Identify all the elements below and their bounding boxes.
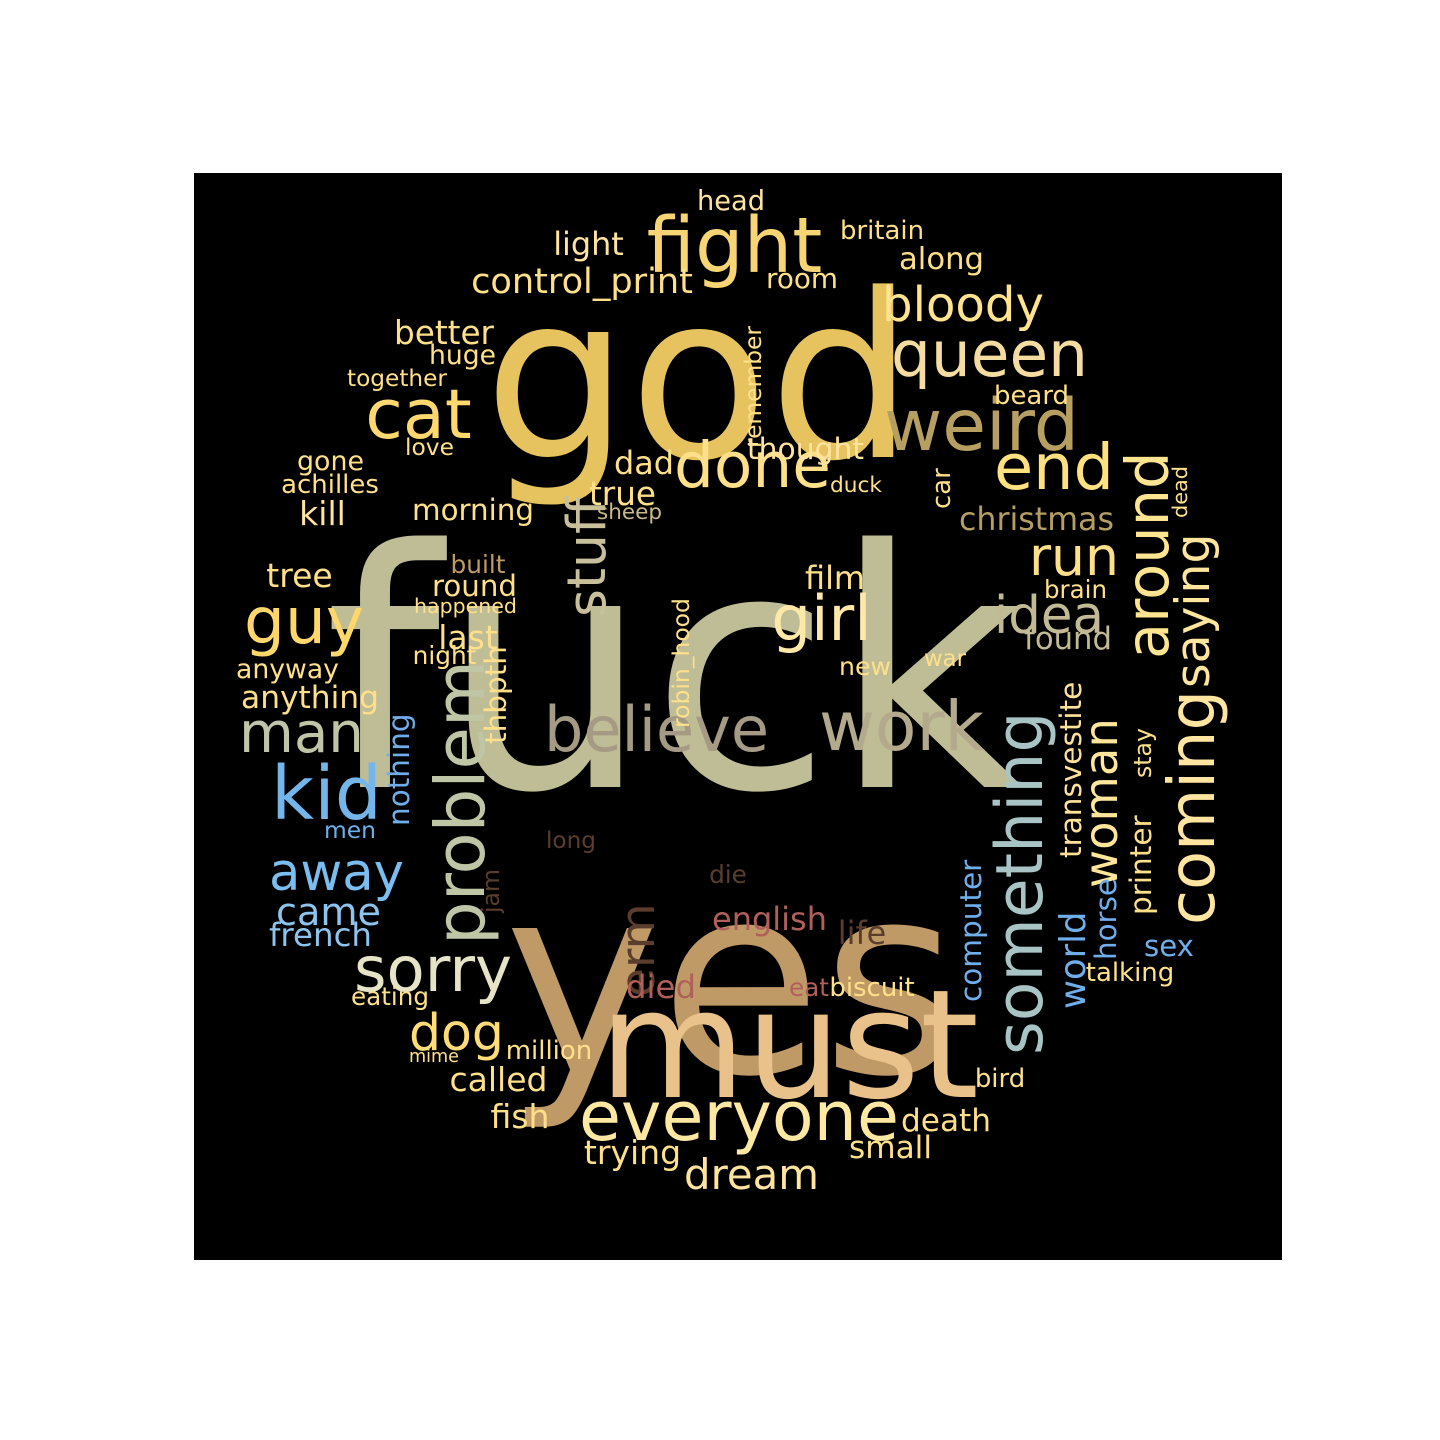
- word-brain: brain: [1044, 575, 1107, 605]
- word-printer: printer: [1123, 815, 1158, 916]
- word-found: found: [1024, 622, 1112, 658]
- word-small: small: [849, 1130, 932, 1167]
- word-built: built: [450, 550, 506, 580]
- word-christmas: christmas: [959, 501, 1114, 538]
- word-weird: weird: [884, 383, 1079, 467]
- word-tree: tree: [266, 556, 333, 596]
- word-fish: fish: [490, 1097, 550, 1137]
- word-english: english: [712, 900, 827, 938]
- word-biscuit: biscuit: [829, 973, 915, 1004]
- word-mime: mime: [409, 1047, 459, 1068]
- word-control-print: control_print: [471, 261, 693, 303]
- word-came: came: [276, 890, 381, 935]
- word-huge: huge: [429, 340, 496, 372]
- word-cat: cat: [365, 374, 472, 455]
- word-anyway: anyway: [236, 653, 339, 685]
- word-true: true: [589, 474, 656, 513]
- word-night: night: [412, 641, 477, 671]
- word-girl: girl: [771, 582, 872, 656]
- word-guy: guy: [244, 584, 364, 660]
- word-round: round: [432, 569, 517, 604]
- word-everyone: everyone: [579, 1077, 899, 1157]
- word-love: love: [405, 432, 454, 461]
- word-bloody: bloody: [882, 277, 1044, 334]
- word-gone: gone: [297, 445, 364, 477]
- word-idea: idea: [994, 586, 1104, 647]
- word-achilles: achilles: [281, 470, 379, 501]
- word-dead: dead: [1167, 466, 1192, 518]
- word-anything: anything: [241, 680, 379, 717]
- word-war: war: [924, 645, 966, 672]
- word-nothing: nothing: [381, 713, 416, 826]
- word-sheep: sheep: [597, 500, 662, 526]
- word-morning: morning: [412, 492, 534, 527]
- word-head: head: [697, 186, 765, 218]
- word-died: died: [626, 967, 696, 1006]
- word-talking: talking: [1085, 958, 1175, 989]
- word-life: life: [837, 913, 887, 952]
- word-together: together: [347, 365, 447, 393]
- word-something: something: [983, 711, 1059, 1055]
- word-sex: sex: [1144, 929, 1194, 964]
- word-coming: coming: [1156, 690, 1231, 925]
- word-million: million: [505, 1036, 593, 1067]
- word-happened: happened: [414, 593, 517, 618]
- word-french: french: [269, 915, 372, 954]
- word-man: man: [239, 701, 364, 767]
- word-horse: horse: [1088, 878, 1123, 960]
- word-thought: thought: [747, 432, 864, 468]
- word-men: men: [324, 815, 376, 844]
- word-queen: queen: [891, 317, 1088, 391]
- word-called: called: [449, 1060, 548, 1100]
- word-fuck: fuck: [324, 480, 1024, 866]
- word-last: last: [438, 618, 498, 658]
- word-eating: eating: [351, 981, 429, 1011]
- word-duck: duck: [830, 473, 882, 499]
- word-britain: britain: [839, 216, 925, 247]
- word-robin-hood: robin_hood: [666, 598, 695, 728]
- word-stay: stay: [1129, 728, 1158, 778]
- word-beard: beard: [994, 381, 1069, 412]
- word-away: away: [269, 843, 404, 904]
- word-film: film: [805, 558, 865, 597]
- word-transvestite: transvestite: [1053, 681, 1088, 859]
- word-sorry: sorry: [354, 933, 512, 1007]
- word-dream: dream: [684, 1150, 819, 1200]
- word-run: run: [1029, 525, 1119, 589]
- word-light: light: [553, 224, 624, 263]
- word-yes: yes: [504, 829, 959, 1136]
- word-die: die: [709, 860, 747, 890]
- word-eat: eat: [789, 973, 829, 1003]
- word-must: must: [599, 957, 979, 1134]
- word-done: done: [674, 429, 831, 503]
- word-kid: kid: [271, 750, 382, 838]
- word-god: god: [484, 244, 914, 511]
- word-end: end: [994, 430, 1114, 505]
- word-cloud: fuck god yes must fight queen weird bloo…: [194, 173, 1282, 1260]
- word-dog: dog: [409, 1002, 504, 1062]
- word-thbpth: thbpth: [478, 646, 513, 745]
- word-long: long: [546, 827, 596, 854]
- word-work: work: [819, 687, 984, 767]
- word-computer: computer: [953, 859, 988, 1002]
- word-trying: trying: [583, 1133, 682, 1173]
- word-remember: remember: [739, 326, 768, 448]
- word-dad: dad: [614, 444, 674, 483]
- word-saying: saying: [1166, 533, 1222, 688]
- word-believe: believe: [544, 693, 769, 767]
- word-bird: bird: [974, 1064, 1026, 1095]
- word-fight: fight: [646, 202, 823, 292]
- word-along: along: [899, 241, 984, 277]
- word-room: room: [766, 261, 838, 295]
- word-kill: kill: [299, 494, 346, 534]
- word-death: death: [901, 1103, 991, 1140]
- word-better: better: [394, 313, 494, 352]
- word-jam: jam: [477, 869, 506, 913]
- word-new: new: [839, 652, 891, 682]
- word-car: car: [927, 468, 958, 510]
